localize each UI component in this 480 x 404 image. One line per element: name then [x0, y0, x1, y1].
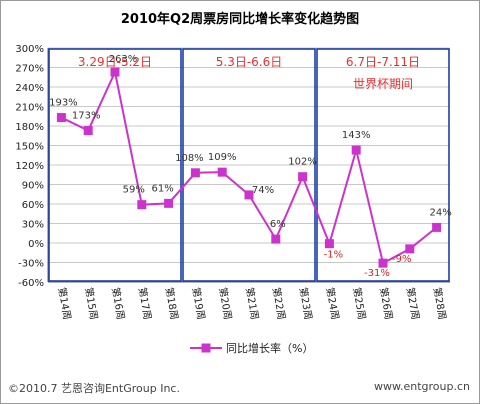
- footer-website: www.entgroup.cn: [374, 380, 470, 393]
- y-tick-label: 120%: [15, 161, 44, 172]
- period-box: [316, 48, 450, 282]
- period-label: 6.7日-7.11日: [346, 55, 420, 69]
- data-label: 193%: [49, 98, 78, 109]
- chart-title: 2010年Q2周票房同比增长率变化趋势图: [120, 12, 360, 27]
- y-tick-label: -30%: [18, 259, 44, 270]
- period-box: [48, 48, 182, 282]
- x-tick-label: 第19周: [189, 286, 207, 320]
- data-label: 173%: [72, 111, 101, 122]
- y-tick-label: 210%: [15, 103, 44, 114]
- x-tick-label: 第16周: [109, 286, 127, 320]
- data-label: 74%: [252, 185, 274, 196]
- period-label: 5.3日-6.6日: [216, 55, 283, 69]
- data-point: [137, 200, 147, 210]
- x-tick-label: 第20周: [216, 286, 234, 320]
- data-point: [217, 167, 227, 177]
- y-tick-label: 240%: [15, 83, 44, 94]
- data-point: [432, 222, 442, 232]
- x-tick-label: 第27周: [404, 286, 422, 320]
- x-tick-label: 第26周: [377, 286, 395, 320]
- period-box: [182, 48, 316, 282]
- data-point: [298, 172, 308, 182]
- data-point: [351, 145, 361, 155]
- y-tick-label: 270%: [15, 64, 44, 75]
- y-tick-label: 90%: [22, 181, 44, 192]
- data-label: 59%: [123, 185, 145, 196]
- data-label: 263%: [109, 54, 138, 65]
- y-tick-label: 150%: [15, 142, 44, 153]
- data-label: -1%: [324, 250, 343, 261]
- x-tick-label: 第28周: [431, 286, 449, 320]
- y-tick-label: 0%: [28, 239, 44, 250]
- y-tick-label: -60%: [18, 278, 44, 289]
- y-tick-label: 180%: [15, 122, 44, 133]
- data-label: -9%: [392, 254, 411, 265]
- x-tick-label: 第24周: [323, 286, 341, 320]
- data-label: -31%: [364, 268, 390, 279]
- data-point: [378, 258, 388, 268]
- x-tick-label: 第21周: [243, 286, 261, 320]
- data-label: 24%: [429, 207, 451, 218]
- x-tick-label: 第18周: [163, 286, 181, 320]
- footer-copyright: ©2010.7 艺恩咨询EntGroup Inc.: [8, 382, 180, 395]
- data-label: 61%: [151, 183, 173, 194]
- data-point: [405, 244, 415, 254]
- legend-label: 同比增长率（%）: [226, 341, 313, 355]
- data-point: [190, 168, 200, 178]
- data-label: 102%: [288, 157, 317, 168]
- data-point: [244, 190, 254, 200]
- data-point: [271, 234, 281, 244]
- data-label: 109%: [208, 152, 237, 163]
- x-tick-label: 第23周: [297, 286, 315, 320]
- data-point: [164, 198, 174, 208]
- x-tick-label: 第22周: [270, 286, 288, 320]
- x-tick-label: 第17周: [136, 286, 154, 320]
- y-tick-label: 60%: [22, 200, 44, 211]
- y-tick-label: 30%: [22, 220, 44, 231]
- y-tick-label: 300%: [15, 44, 44, 55]
- data-label: 143%: [342, 130, 371, 141]
- period-label: 3.29日-5.2日: [78, 55, 152, 69]
- data-point: [83, 126, 93, 136]
- legend-marker: [201, 343, 211, 353]
- data-point: [110, 67, 120, 77]
- data-point: [56, 113, 66, 123]
- period-note: 世界杯期间: [353, 77, 413, 91]
- data-label: 108%: [175, 153, 204, 164]
- data-point: [324, 239, 334, 249]
- x-tick-label: 第14周: [55, 286, 73, 320]
- data-label: 6%: [270, 219, 286, 230]
- x-tick-label: 第25周: [350, 286, 368, 320]
- x-tick-label: 第15周: [82, 286, 100, 320]
